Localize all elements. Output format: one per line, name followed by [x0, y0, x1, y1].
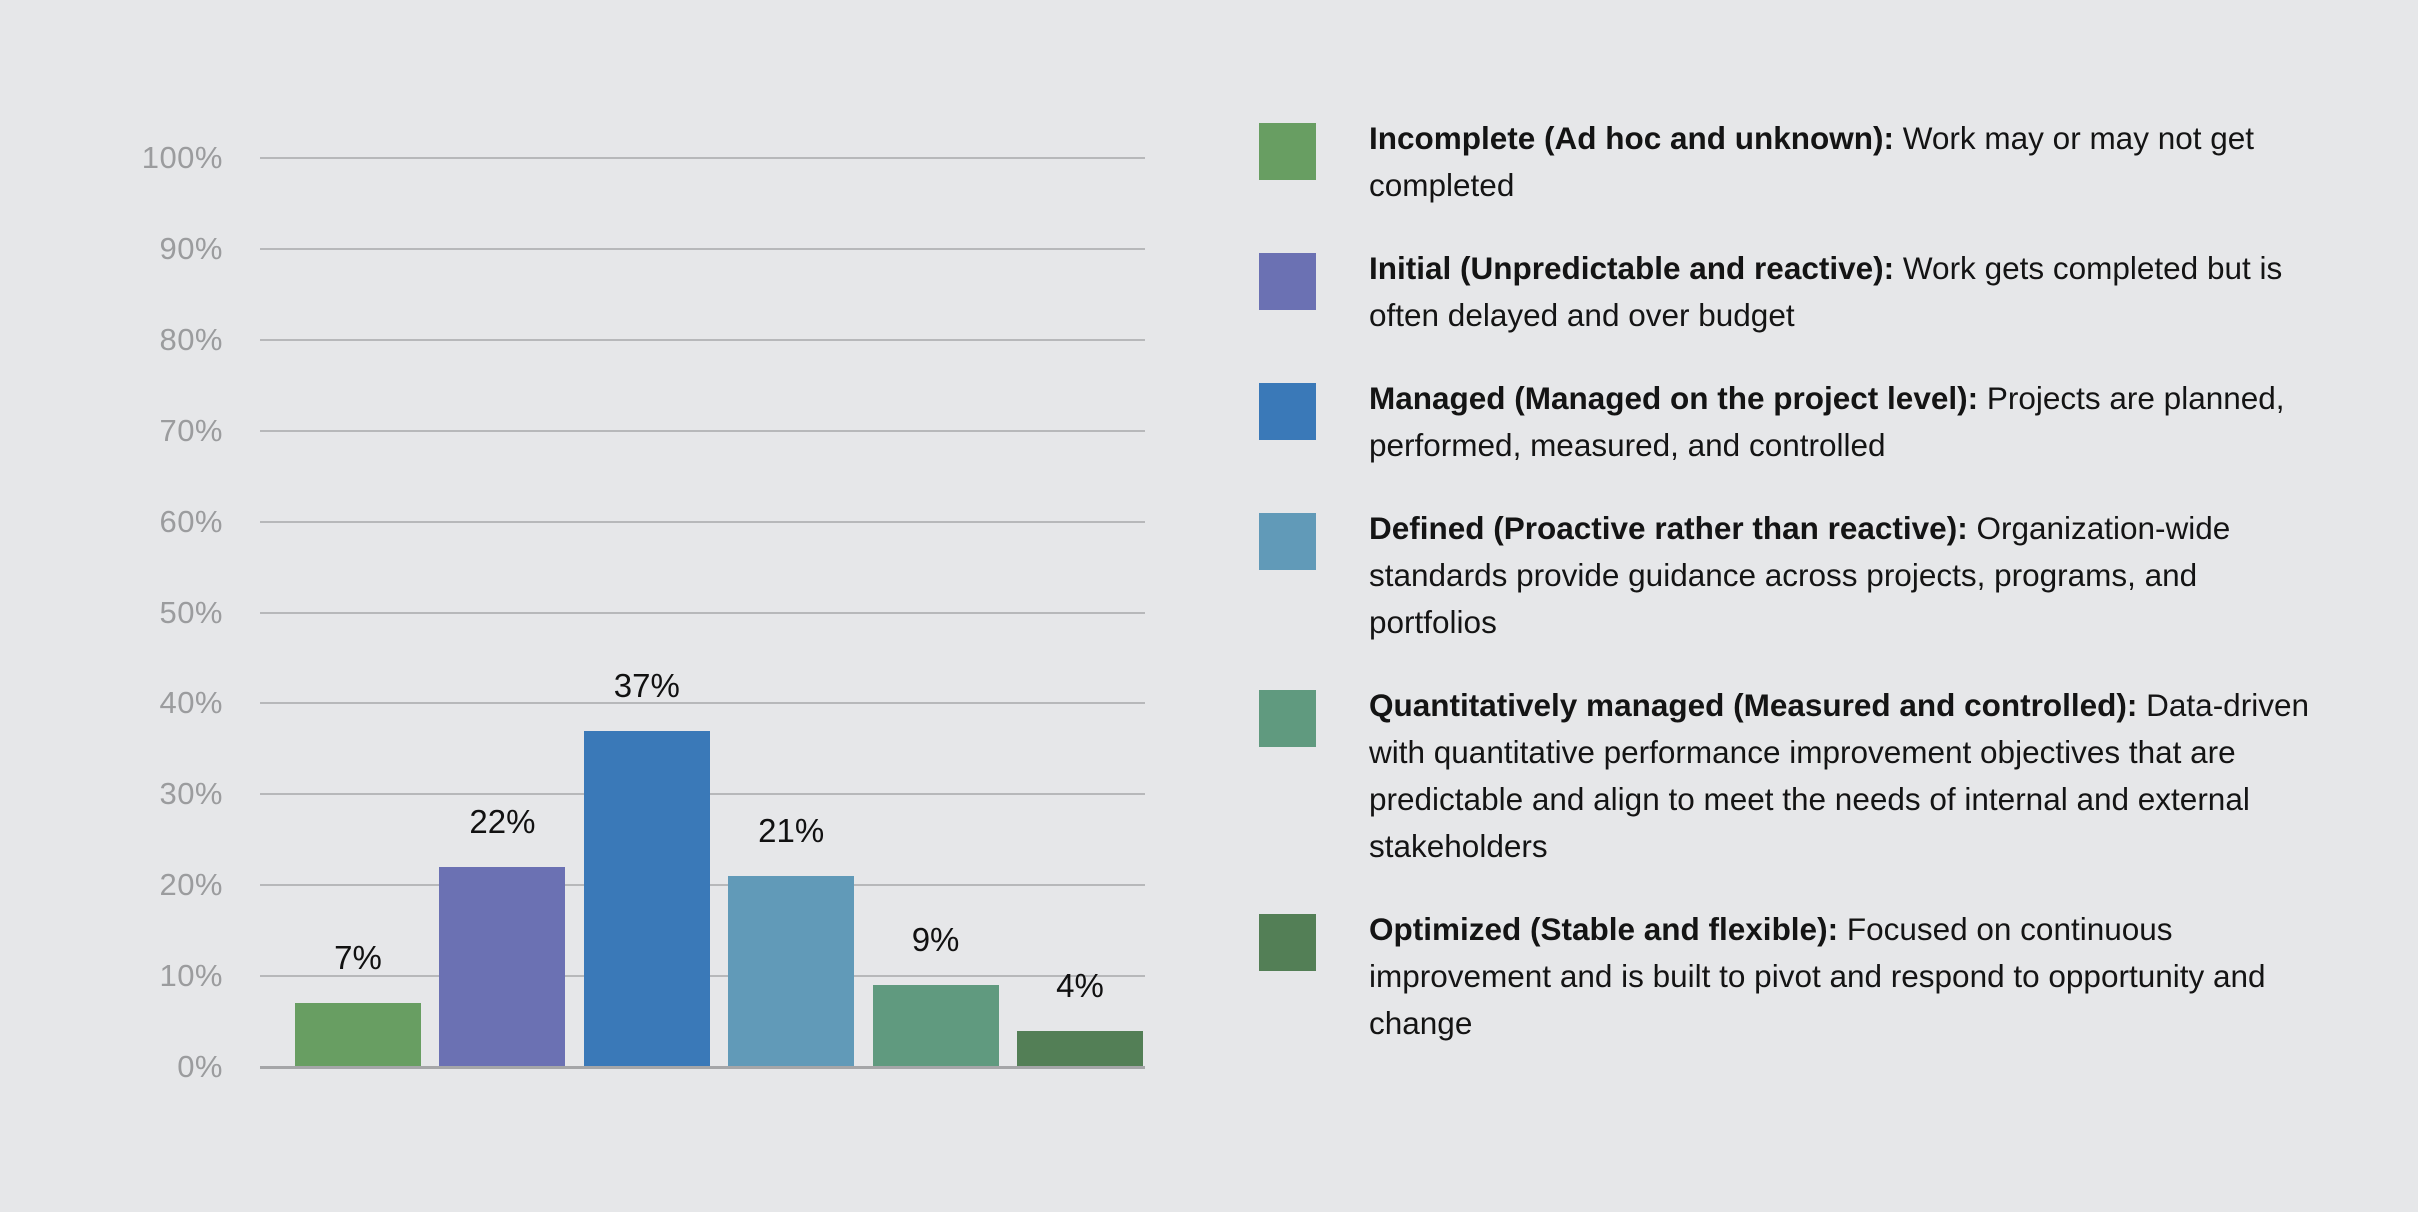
y-axis-tick-label: 80%: [159, 321, 223, 357]
legend-item-text: Defined (Proactive rather than reactive)…: [1369, 505, 2319, 646]
gridline: [260, 338, 1145, 341]
legend-item-title: Managed (Managed on the project level):: [1369, 380, 1979, 416]
bar-quantitatively-managed: [872, 985, 999, 1067]
chart-plot-area: 0% 10% 20% 30% 40% 50% 60%: [142, 140, 1145, 1084]
bar-column: 7%: [295, 158, 421, 1067]
legend-item-title: Quantitatively managed (Measured and con…: [1369, 687, 2138, 723]
bars-layer: 7% 22% 37% 21% 9% 4%: [260, 158, 1145, 1067]
y-axis-tick-label: 60%: [159, 503, 223, 539]
bar-column: 37%: [583, 158, 710, 1067]
bar-value-label: 9%: [911, 921, 960, 959]
legend-item: Initial (Unpredictable and reactive): Wo…: [1259, 250, 2359, 339]
chart-legend: Incomplete (Ad hoc and unknown): Work ma…: [1259, 120, 2359, 1091]
legend-item-title: Incomplete (Ad hoc and unknown):: [1369, 120, 1894, 156]
bar-value-label: 21%: [758, 812, 825, 850]
legend-item-text: Optimized (Stable and flexible): Focused…: [1369, 906, 2319, 1047]
legend-item: Quantitatively managed (Measured and con…: [1259, 687, 2359, 870]
bar-defined: [728, 876, 855, 1067]
gridline: [260, 157, 1145, 159]
y-axis-tick-label: 10%: [159, 958, 223, 994]
legend-color-swatch: [1259, 914, 1316, 971]
gridline: [260, 247, 1145, 250]
legend-item-title: Defined (Proactive rather than reactive)…: [1369, 510, 1968, 546]
bar-column: 22%: [439, 158, 566, 1067]
bar-optimized: [1016, 1030, 1143, 1067]
legend-item: Optimized (Stable and flexible): Focused…: [1259, 911, 2359, 1047]
legend-item-text: Initial (Unpredictable and reactive): Wo…: [1369, 245, 2319, 339]
legend-color-swatch: [1259, 123, 1316, 180]
legend-item-text: Managed (Managed on the project level): …: [1369, 375, 2319, 469]
gridline: [260, 1066, 1145, 1069]
legend-item-description: Work may or may not get completed: [1369, 120, 2255, 203]
legend-color-swatch: [1259, 690, 1316, 747]
legend-item-text: Quantitatively managed (Measured and con…: [1369, 682, 2319, 870]
bar-value-label: 22%: [469, 803, 536, 841]
bar-value-label: 4%: [1056, 966, 1104, 1004]
legend-item-description: Projects are planned, performed, measure…: [1369, 380, 2285, 463]
legend-item-description: Organization-wide standards provide guid…: [1369, 510, 2231, 640]
y-axis-tick-label: 0%: [177, 1049, 223, 1084]
y-axis-tick-label: 50%: [159, 594, 223, 630]
bar-initial: [439, 867, 566, 1067]
legend-item: Incomplete (Ad hoc and unknown): Work ma…: [1259, 120, 2359, 209]
legend-color-swatch: [1259, 253, 1316, 310]
bar-value-label: 7%: [334, 939, 382, 977]
legend-item: Defined (Proactive rather than reactive)…: [1259, 510, 2359, 646]
bar-column: 9%: [872, 158, 999, 1067]
bar-column: 4%: [1016, 158, 1143, 1067]
gridline: [260, 611, 1145, 614]
legend-item-title: Optimized (Stable and flexible):: [1369, 911, 1839, 947]
gridline: [260, 429, 1145, 432]
gridline: [260, 702, 1145, 705]
legend-item-description: Work gets completed but is often delayed…: [1369, 250, 2283, 333]
legend-color-swatch: [1259, 513, 1316, 570]
legend-color-swatch: [1259, 383, 1316, 440]
y-axis-tick-label: 40%: [159, 685, 223, 721]
legend-item-text: Incomplete (Ad hoc and unknown): Work ma…: [1369, 115, 2319, 209]
y-axis-tick-label: 30%: [159, 776, 223, 812]
legend-item-title: Initial (Unpredictable and reactive):: [1369, 250, 1895, 286]
bar-incomplete: [295, 1003, 421, 1067]
legend-item-description: Focused on continuous improvement and is…: [1369, 911, 2266, 1041]
y-axis-tick-label: 90%: [159, 230, 223, 266]
y-axis-tick-label: 20%: [159, 867, 223, 903]
bar-managed: [583, 730, 710, 1067]
bar-value-label: 37%: [613, 666, 680, 704]
legend-item-description: Data-driven with quantitative performanc…: [1369, 687, 2309, 864]
y-axis-tick-label: 70%: [159, 412, 223, 448]
y-axis-tick-label: 100%: [141, 140, 223, 175]
legend-item: Managed (Managed on the project level): …: [1259, 380, 2359, 469]
bar-column: 21%: [728, 158, 855, 1067]
gridline: [260, 520, 1145, 523]
